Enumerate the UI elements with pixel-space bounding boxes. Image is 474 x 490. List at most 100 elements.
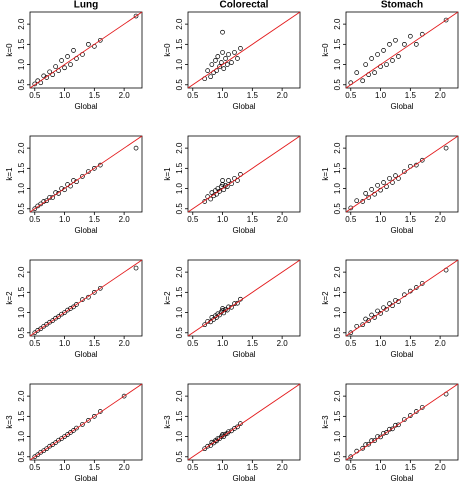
data-point bbox=[35, 452, 41, 458]
data-point bbox=[209, 62, 215, 67]
y-tick-label: 0.5 bbox=[333, 451, 342, 463]
data-point bbox=[44, 198, 50, 204]
x-tick-label: 0.5 bbox=[187, 91, 199, 100]
y-tick-label: 1.0 bbox=[17, 182, 26, 194]
x-tick-label: 2.0 bbox=[435, 339, 447, 348]
identity-line bbox=[29, 11, 143, 89]
data-point bbox=[86, 294, 91, 300]
data-point bbox=[369, 56, 374, 61]
plot-frame bbox=[345, 259, 459, 337]
y-tick-label: 2.0 bbox=[175, 18, 184, 30]
data-point bbox=[375, 52, 380, 57]
plot-frame bbox=[345, 383, 459, 461]
identity-line bbox=[187, 383, 301, 461]
x-tick-label: 0.5 bbox=[345, 339, 357, 348]
x-tick-label: 0.5 bbox=[187, 339, 199, 348]
plot-frame bbox=[29, 135, 143, 213]
y-tick-label: 2.0 bbox=[17, 390, 26, 402]
y-tick-label: 2.0 bbox=[175, 142, 184, 154]
x-tick-label: 1.5 bbox=[405, 215, 417, 224]
data-point bbox=[97, 285, 103, 291]
data-point bbox=[375, 308, 380, 314]
data-point bbox=[74, 425, 79, 431]
x-tick-label: 1.0 bbox=[217, 215, 229, 224]
data-point bbox=[220, 29, 225, 35]
y-tick-label: 0.5 bbox=[175, 203, 184, 215]
data-point bbox=[68, 62, 73, 67]
x-tick-label: 2.0 bbox=[277, 463, 289, 472]
y-tick-label: 1.0 bbox=[17, 58, 26, 70]
y-axis-label: k=3 bbox=[321, 415, 330, 429]
y-tick-label: 2.0 bbox=[175, 390, 184, 402]
y-axis-label: k=2 bbox=[163, 291, 172, 305]
data-point bbox=[208, 443, 213, 448]
y-axis-label: k=1 bbox=[5, 167, 14, 181]
data-point bbox=[80, 174, 85, 179]
x-tick-label: 1.0 bbox=[217, 463, 229, 472]
data-point bbox=[80, 422, 85, 427]
data-point bbox=[387, 176, 392, 181]
data-point bbox=[59, 58, 64, 63]
data-point bbox=[396, 422, 401, 428]
data-point bbox=[53, 64, 58, 69]
x-tick-label: 0.5 bbox=[187, 215, 199, 224]
x-tick-label: 0.5 bbox=[345, 91, 357, 100]
data-point bbox=[419, 157, 425, 163]
data-point bbox=[363, 191, 369, 196]
y-tick-label: 1.5 bbox=[175, 410, 184, 422]
data-point bbox=[375, 182, 380, 188]
data-point bbox=[91, 289, 97, 295]
data-point bbox=[56, 314, 61, 319]
x-tick-label: 1.0 bbox=[217, 91, 229, 100]
data-point bbox=[413, 285, 419, 290]
y-tick-label: 2.0 bbox=[333, 390, 342, 402]
data-point bbox=[366, 318, 371, 323]
data-point bbox=[360, 199, 366, 204]
data-point bbox=[413, 409, 419, 414]
x-tick-label: 2.0 bbox=[435, 215, 447, 224]
data-point bbox=[217, 64, 222, 69]
data-point bbox=[372, 438, 377, 443]
y-tick-label: 1.0 bbox=[175, 58, 184, 70]
x-tick-label: 1.5 bbox=[89, 91, 101, 100]
identity-line bbox=[29, 383, 143, 461]
data-point bbox=[224, 307, 230, 313]
y-tick-label: 1.0 bbox=[175, 430, 184, 442]
data-point bbox=[91, 165, 97, 171]
data-point bbox=[407, 33, 413, 39]
x-tick-label: 0.5 bbox=[29, 463, 41, 472]
data-point bbox=[238, 46, 243, 51]
data-point bbox=[360, 445, 366, 451]
x-tick-label: 0.5 bbox=[345, 463, 357, 472]
x-tick-label: 0.5 bbox=[187, 463, 199, 472]
x-axis-label: Global bbox=[232, 474, 255, 483]
y-axis-label: k=3 bbox=[163, 415, 172, 429]
y-tick-label: 2.0 bbox=[17, 18, 26, 30]
data-point bbox=[229, 60, 234, 65]
data-point bbox=[390, 426, 395, 432]
data-point bbox=[133, 265, 139, 271]
x-tick-label: 1.5 bbox=[405, 339, 417, 348]
data-point bbox=[369, 187, 374, 192]
data-point bbox=[208, 74, 213, 80]
data-point bbox=[50, 195, 55, 200]
identity-line bbox=[345, 259, 459, 337]
x-tick-label: 1.5 bbox=[247, 463, 259, 472]
data-point bbox=[44, 75, 50, 80]
y-tick-label: 0.5 bbox=[17, 203, 26, 215]
x-tick-label: 1.5 bbox=[405, 91, 417, 100]
data-point bbox=[86, 41, 91, 47]
data-point bbox=[202, 446, 208, 452]
data-point bbox=[366, 441, 371, 447]
y-tick-label: 2.0 bbox=[333, 142, 342, 154]
y-tick-label: 1.5 bbox=[17, 38, 26, 50]
data-point bbox=[413, 41, 419, 47]
identity-line bbox=[29, 259, 143, 337]
identity-line bbox=[29, 135, 143, 213]
identity-line bbox=[187, 259, 301, 337]
data-point bbox=[221, 66, 227, 71]
data-point bbox=[47, 69, 53, 75]
identity-line bbox=[345, 135, 459, 213]
data-point bbox=[38, 326, 44, 332]
plot-frame bbox=[187, 259, 301, 337]
